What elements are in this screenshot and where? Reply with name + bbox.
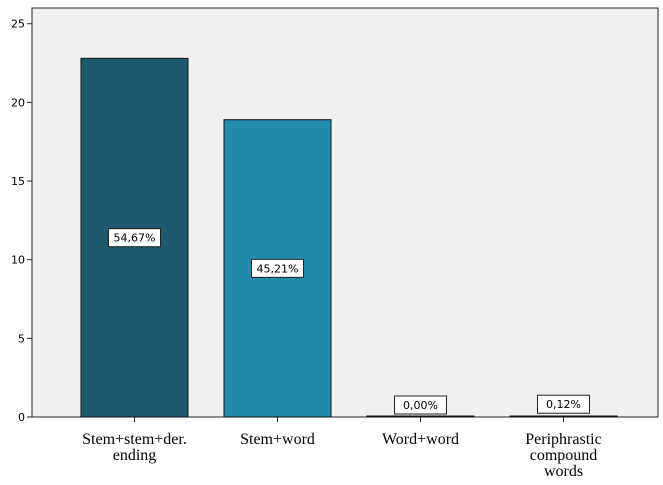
x-axis: Stem+stem+der.ending Stem+word Word+word Pe… (82, 417, 602, 480)
data-label: 0,12% (546, 398, 581, 411)
data-label: 54,67% (114, 232, 156, 245)
data-labels: 54,67% 45,21% 0,00% 0,12% (108, 228, 590, 415)
x-tick-label: compound (530, 447, 598, 464)
y-tick-label: 0 (18, 411, 25, 424)
bar (366, 415, 475, 418)
data-label: 45,21% (257, 262, 299, 275)
bar (509, 415, 618, 418)
y-axis: 0 5 10 15 20 25 (11, 18, 32, 424)
x-tick-label: ending (113, 447, 157, 464)
data-label-box (251, 258, 304, 278)
x-tick-label: Stem+word (240, 431, 315, 448)
data-label-box (394, 395, 447, 415)
data-label: 0,00% (403, 399, 438, 412)
x-tick-label: Periphrastic (525, 431, 601, 448)
x-tick-label: Stem+stem+der. (82, 431, 187, 448)
y-tick-label: 25 (11, 18, 25, 31)
data-label-box (537, 394, 590, 414)
y-tick-label: 10 (11, 254, 25, 267)
y-tick-label: 5 (18, 332, 25, 345)
x-tick-label: Word+word (382, 431, 459, 448)
x-tick-label: words (544, 463, 583, 480)
data-label-box (108, 228, 161, 248)
y-tick-label: 15 (11, 175, 25, 188)
y-tick-label: 20 (11, 96, 25, 109)
